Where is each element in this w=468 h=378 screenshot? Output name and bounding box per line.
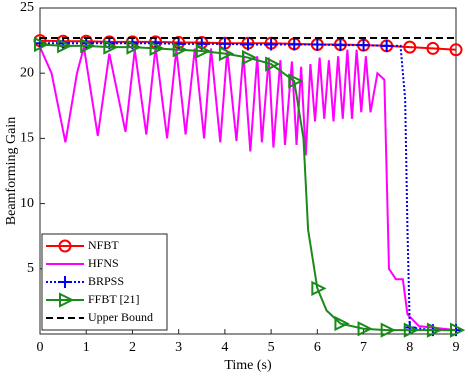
marker — [449, 43, 463, 57]
legend-label: FFBT [21] — [88, 292, 139, 306]
marker — [126, 39, 142, 55]
series-line — [40, 43, 456, 332]
series-line — [40, 42, 456, 332]
marker — [426, 41, 440, 55]
marker — [195, 43, 212, 59]
legend: NFBT HFNS BRPSS FFBT [21] Upper Bound — [41, 233, 168, 331]
x-tick-label: 9 — [453, 340, 460, 355]
marker — [34, 36, 50, 53]
series-line — [40, 46, 456, 332]
marker — [103, 39, 119, 55]
x-axis-label: Time (s) — [224, 358, 272, 373]
marker — [265, 56, 281, 72]
marker — [59, 292, 75, 308]
marker — [172, 42, 188, 58]
marker — [403, 40, 417, 54]
x-tick-label: 8 — [406, 340, 413, 355]
marker — [311, 38, 324, 51]
x-tick-label: 7 — [360, 340, 367, 355]
marker — [426, 322, 443, 338]
marker — [403, 322, 420, 338]
marker — [149, 40, 165, 57]
y-tick-label: 15 — [20, 131, 34, 146]
legend-label: HFNS — [88, 256, 119, 270]
marker — [357, 39, 370, 52]
legend-label: NFBT — [88, 238, 119, 252]
marker — [334, 315, 350, 332]
y-tick-label: 25 — [20, 0, 34, 15]
legend-label: Upper Bound — [88, 310, 153, 324]
marker — [357, 321, 373, 337]
y-tick-label: 5 — [27, 261, 34, 276]
x-tick-label: 1 — [83, 340, 90, 355]
marker — [242, 38, 254, 51]
x-tick-label: 0 — [37, 340, 44, 355]
y-axis-label: Beamforming Gain — [4, 117, 19, 225]
x-tick-label: 3 — [175, 340, 182, 355]
x-tick-label: 4 — [221, 340, 228, 355]
marker — [218, 46, 235, 62]
x-tick-label: 2 — [129, 340, 136, 355]
x-tick-label: 5 — [268, 340, 275, 355]
marker — [450, 322, 466, 338]
marker — [334, 39, 347, 52]
marker — [57, 38, 73, 54]
marker — [288, 38, 301, 51]
y-tick-label: 10 — [20, 196, 34, 211]
marker — [59, 276, 71, 288]
marker — [58, 239, 72, 253]
marker — [311, 280, 327, 296]
marker — [80, 38, 96, 54]
x-tick-label: 6 — [314, 340, 321, 355]
marker — [288, 73, 304, 89]
y-tick-label: 20 — [20, 65, 34, 80]
marker — [265, 38, 278, 51]
marker — [242, 49, 258, 66]
marker — [380, 322, 396, 338]
marker — [218, 37, 231, 50]
legend-label: BRPSS — [88, 274, 124, 288]
marker — [380, 39, 393, 52]
